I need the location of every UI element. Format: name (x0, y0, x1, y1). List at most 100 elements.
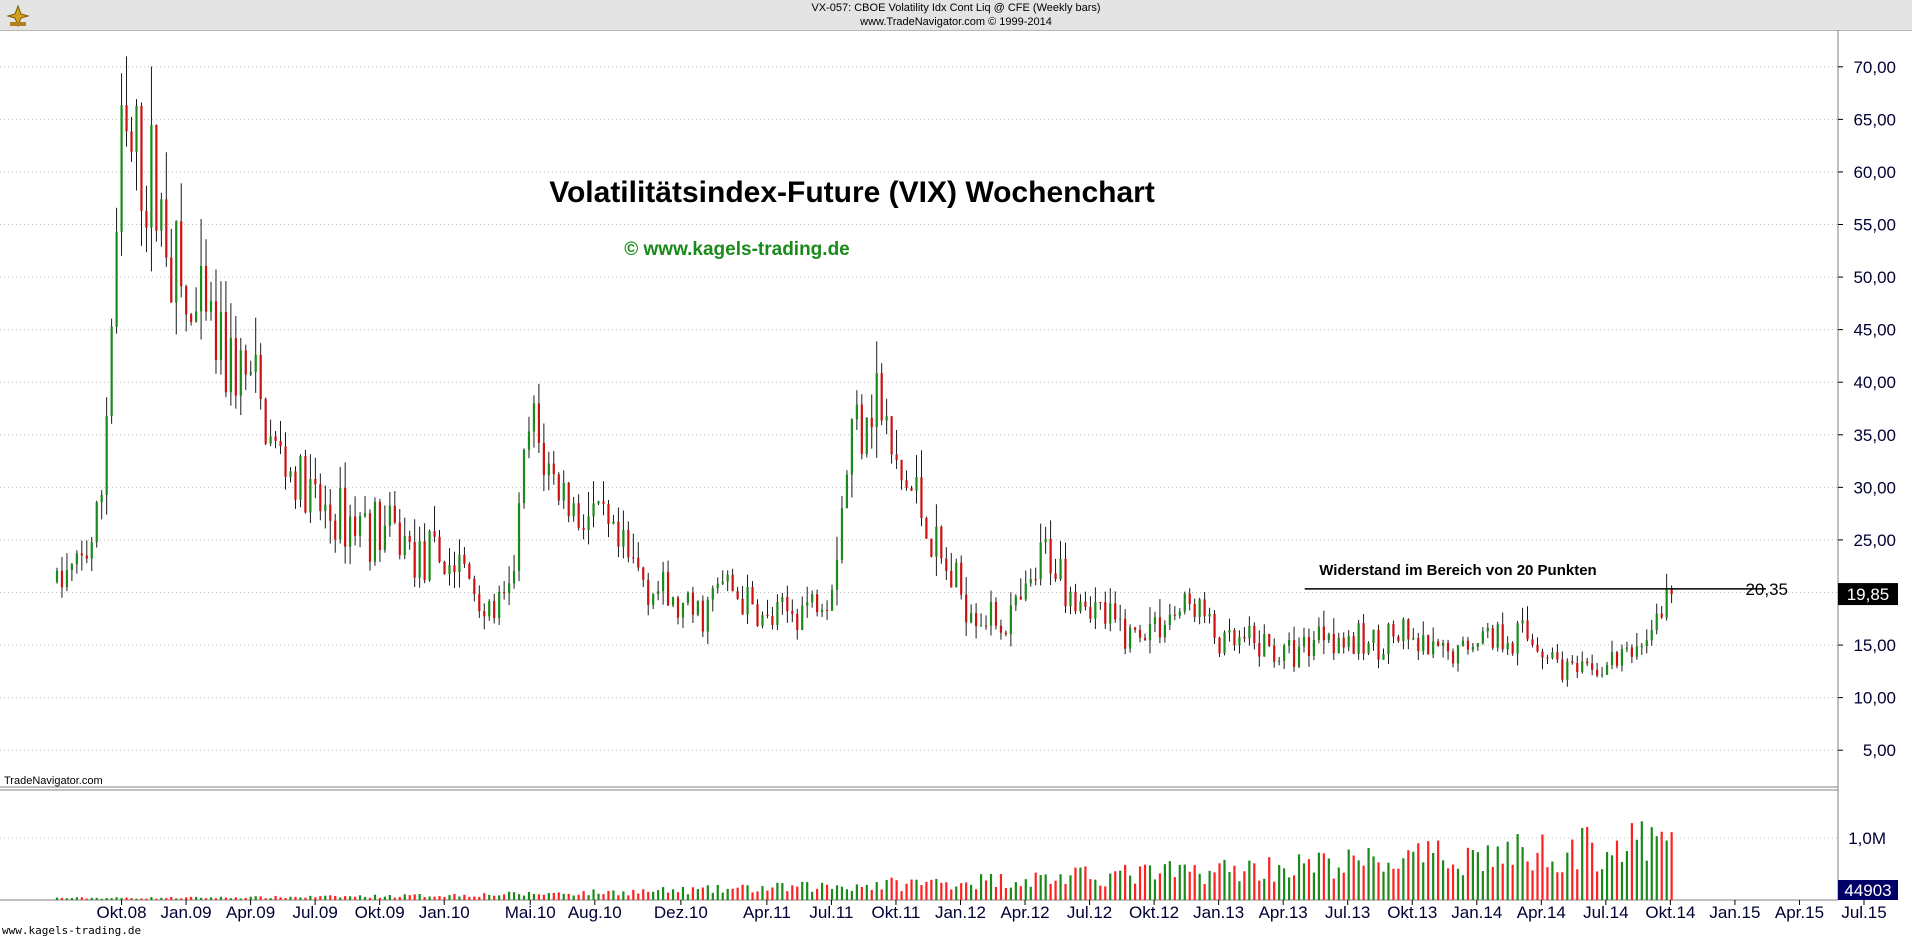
candle-body (269, 436, 272, 444)
volume-bar (666, 892, 670, 900)
candle-body (428, 531, 431, 581)
volume-bar (671, 889, 675, 900)
volume-bar (1014, 882, 1017, 900)
volume-bar (1451, 864, 1455, 900)
candle-body (339, 488, 342, 540)
volume-bar (1650, 827, 1653, 900)
volume-bar (259, 896, 262, 900)
candle-body (1650, 630, 1653, 641)
volume-bar (527, 891, 531, 900)
volume-bar (125, 897, 128, 900)
candle-body (915, 477, 918, 491)
candle-body (363, 513, 367, 517)
volume-bar (984, 880, 988, 900)
volume-bar (165, 898, 168, 900)
candle-body (1119, 618, 1122, 620)
candle-body (1332, 633, 1335, 654)
volume-bar (269, 898, 272, 900)
candle-body (55, 570, 59, 582)
candle-body (349, 516, 352, 547)
volume-bar (647, 891, 650, 900)
volume-bar (493, 895, 496, 900)
volume-bar (781, 883, 784, 900)
candle-body (1511, 643, 1514, 654)
candle-body (542, 442, 545, 476)
candle-body (264, 399, 267, 444)
volume-bar (1382, 871, 1385, 900)
candle-body (1203, 599, 1206, 617)
candle-body (1407, 619, 1410, 640)
x-tick-label: Okt.09 (355, 903, 405, 922)
candle-body (324, 504, 327, 512)
volume-bar (1153, 879, 1157, 900)
volume-bar (746, 885, 749, 900)
volume-bar (254, 896, 257, 900)
candle-body (1551, 652, 1554, 658)
candle-body (1069, 591, 1072, 607)
last-volume-label: 44903 (1844, 881, 1891, 900)
volume-bar (503, 894, 506, 900)
candle-body (642, 567, 645, 580)
volume-bar (572, 895, 575, 900)
candle-body (1362, 623, 1365, 654)
volume-bar (1511, 864, 1514, 900)
volume-bar (468, 896, 471, 900)
volume-bar (170, 896, 173, 900)
candle-body (766, 614, 769, 616)
candle-body (115, 231, 118, 327)
candle-body (1556, 652, 1559, 660)
candle-body (880, 373, 883, 421)
candle-body (1526, 620, 1529, 640)
candle-body (244, 350, 247, 375)
y-tick-label: 45,00 (1853, 321, 1896, 340)
volume-bar (1024, 879, 1027, 900)
volume-bar (920, 885, 923, 900)
volume-bar (1248, 860, 1251, 900)
candle-body (185, 286, 188, 315)
volume-bar (1392, 868, 1395, 900)
volume-bar (1193, 865, 1196, 900)
candle-body (95, 502, 98, 543)
candle-body (820, 609, 824, 613)
volume-bar (860, 887, 863, 900)
candle-body (180, 221, 183, 287)
volume-bar (1079, 867, 1082, 900)
candle-body (1074, 591, 1077, 612)
volume-bar (642, 889, 645, 900)
volume-bar (239, 898, 242, 900)
volume-bar (120, 897, 123, 900)
volume-bar (1665, 840, 1668, 900)
volume-bar (1094, 879, 1097, 900)
volume-bar (1367, 847, 1370, 900)
candle-body (135, 106, 138, 152)
candle-body (691, 592, 695, 615)
candle-body (85, 555, 88, 559)
volume-bar (999, 874, 1003, 900)
candle-body (627, 529, 630, 558)
candle-body (199, 265, 203, 312)
candle-body (155, 125, 158, 231)
candle-body (930, 538, 933, 557)
volume-bar (483, 893, 486, 900)
volume-bar (686, 894, 690, 900)
candle-body (1049, 538, 1052, 574)
volume-bar (507, 891, 511, 900)
candle-body (1670, 587, 1673, 595)
candle-body (607, 503, 610, 524)
candle-body (507, 583, 511, 594)
chart-header: VX-057: CBOE Volatility Idx Cont Liq @ C… (0, 0, 1912, 31)
y-axis: 5,0010,0015,0020,0025,0030,0035,0040,004… (1838, 58, 1896, 848)
volume-bar (1581, 827, 1584, 900)
volume-bar (244, 897, 247, 900)
volume-bar (850, 890, 853, 900)
volume-bar (552, 892, 555, 900)
volume-bar (880, 889, 883, 900)
candle-body (547, 463, 550, 476)
candle-body (756, 604, 759, 626)
volume-bar (324, 895, 327, 900)
resistance-annotation: Widerstand im Bereich von 20 Punkten (1319, 562, 1596, 579)
volume-bar (587, 895, 590, 900)
candle-body (408, 536, 411, 543)
x-tick-label: Apr.14 (1517, 903, 1566, 922)
volume-bar (825, 884, 829, 900)
